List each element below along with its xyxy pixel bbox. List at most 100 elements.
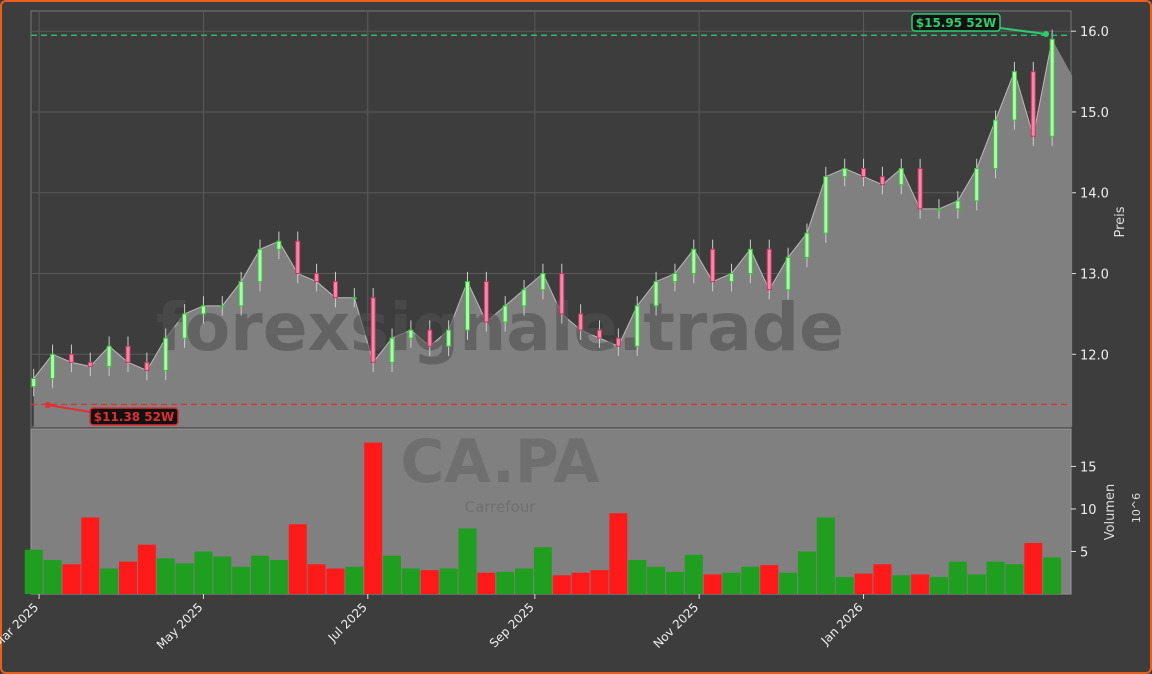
volume-bar [24,549,43,594]
candle-body [276,240,282,250]
candle-body [238,281,244,307]
volume-bar [307,564,326,594]
high_52w-arrowhead [1043,31,1049,37]
volume-bar [1043,557,1062,594]
volume-bar [703,574,722,594]
candle-body [521,289,527,307]
volume-bar [383,555,402,594]
high_52w-arrow [999,27,1047,35]
volume-bar [420,570,439,594]
candle-body [559,273,565,315]
volume-bar [816,517,835,594]
candle-body [540,273,546,291]
volume-bar [571,572,590,594]
price-tick-label: 12.0 [1080,348,1109,363]
symbol-watermark: CA.PA [400,427,600,497]
candle-body [427,329,433,347]
candle-body [314,273,320,283]
volume-bar [552,575,571,594]
x-tick-label: Mar 2025 [0,600,41,650]
candle-body [446,329,452,347]
candle-body [653,281,659,307]
candle-body [785,256,791,291]
price-tick-label: 16.0 [1080,25,1109,40]
volume-bar [590,570,609,594]
y-axis-label: Preis [1113,206,1128,237]
volume-bar [175,563,194,594]
candle-body [200,305,206,315]
candle-body [351,297,357,300]
volume-bar [194,551,213,594]
high_52w-label-box [911,13,1001,32]
watermark: forexsignale.trade [156,289,844,366]
volume-bar [929,576,948,594]
volume-bar [458,528,477,594]
volume-bar [81,517,100,594]
candle-body [502,305,508,323]
candle-body [634,305,640,347]
volume-bar [854,573,873,594]
volume-bar [62,564,81,594]
candle-body [295,240,301,275]
volume-bar [477,572,496,594]
volume-bar [100,568,119,594]
candle-body [106,345,112,367]
volume-bar [741,566,760,594]
price-area [33,39,1073,427]
candle-body [182,313,188,339]
price-tick-label: 15.0 [1080,106,1109,121]
volume-bar [684,554,703,594]
x-tick-label: Jan 2026 [818,600,866,648]
candle-body [672,273,678,283]
volume-tick-label: 10 [1080,503,1097,518]
candle-body [898,168,904,186]
volume-bar [515,568,534,594]
volume-unit-label: 10^6 [1130,493,1143,523]
volume-tick-label: 15 [1080,460,1097,475]
candle-body [31,378,37,388]
price-tick-label: 13.0 [1080,268,1109,283]
volume-bar [232,566,251,594]
candle-body [389,337,395,363]
volume-bar [345,566,364,594]
volume-bar [628,559,647,594]
volume-bar [911,574,930,594]
volume-bar [326,568,345,594]
company-watermark: Carrefour [465,498,537,516]
volume-bar [213,556,232,594]
volume-tick-label: 5 [1080,545,1088,560]
candle-body [483,281,489,323]
volume-bar [797,551,816,594]
candle-body [955,200,961,210]
candle-body [50,353,56,380]
candle-body [464,281,470,331]
low_52w-arrow [47,404,91,413]
candle-body [974,168,980,202]
candle-body [615,337,621,347]
volume-bar [364,442,383,594]
volume-axis-label: Volumen [1103,484,1118,541]
candle-body [804,232,810,258]
candle-body [370,297,376,363]
candle-body [1049,38,1055,137]
candle-body [87,361,93,367]
candle-body [596,329,602,339]
x-tick-label: Nov 2025 [651,600,702,651]
candle-body [125,345,131,363]
candle-body [993,119,999,170]
volume-bar [948,561,967,594]
candle-body [710,248,716,283]
volume-bar [496,571,515,594]
candle-body [879,176,885,186]
candle-body [257,248,263,283]
volume-bar [665,571,684,594]
x-tick-label: May 2025 [154,600,206,652]
candle-body [1011,71,1017,121]
volume-bar [439,568,458,594]
candle-body [917,168,923,210]
volume-bar [779,572,798,594]
candle-body [747,248,753,275]
volume-bar [873,564,892,594]
volume-bar [533,547,552,594]
candle-body [936,208,942,211]
